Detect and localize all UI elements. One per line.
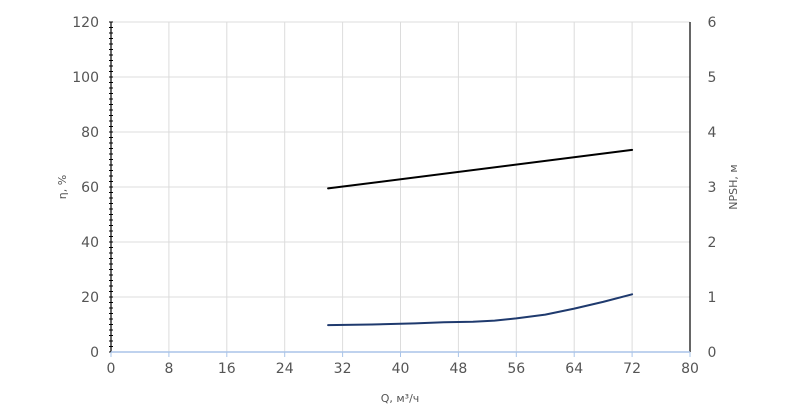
y-right-tick-label: 4 (708, 125, 717, 141)
y-left-tick-label: 120 (72, 15, 99, 31)
y-left-axis-label: η, % (56, 175, 69, 199)
y-left-tick-label: 20 (81, 290, 99, 306)
y-left-tick-label: 100 (72, 70, 99, 86)
x-tick-label: 64 (565, 361, 583, 377)
y-left-tick-label: 40 (81, 235, 99, 251)
y-right-tick-label: 3 (708, 180, 717, 196)
y-right-tick-label: 6 (708, 15, 717, 31)
x-tick-label: 48 (449, 361, 467, 377)
x-tick-label: 8 (164, 361, 173, 377)
y-right-tick-label: 1 (708, 290, 717, 306)
x-tick-label: 0 (107, 361, 116, 377)
y-right-tick-label: 5 (708, 70, 717, 86)
grid-lines (111, 21, 691, 352)
y-left-tick-label: 0 (90, 345, 99, 361)
y-right-tick-label: 0 (708, 345, 717, 361)
x-axis-label: Q, м³/ч (381, 392, 420, 405)
y-left-tick-label: 80 (81, 125, 99, 141)
series-line-1 (327, 148, 634, 190)
x-tick-label: 16 (218, 361, 236, 377)
tick-labels: 0 8 16 24 32 40 48 56 64 72 8002040608010012001234… (72, 15, 716, 377)
x-tick-label: 24 (276, 361, 294, 377)
y-right-axis-label: NPSH, м (727, 164, 740, 209)
axes (109, 21, 691, 357)
y-left-tick-label: 60 (81, 180, 99, 196)
series-lines (327, 148, 634, 327)
x-tick-label: 32 (334, 361, 352, 377)
x-tick-label: 56 (507, 361, 525, 377)
x-tick-label: 40 (392, 361, 410, 377)
x-tick-label: 72 (623, 361, 641, 377)
y-right-tick-label: 2 (708, 235, 717, 251)
series-line-2 (327, 293, 634, 327)
x-tick-label: 80 (681, 361, 699, 377)
